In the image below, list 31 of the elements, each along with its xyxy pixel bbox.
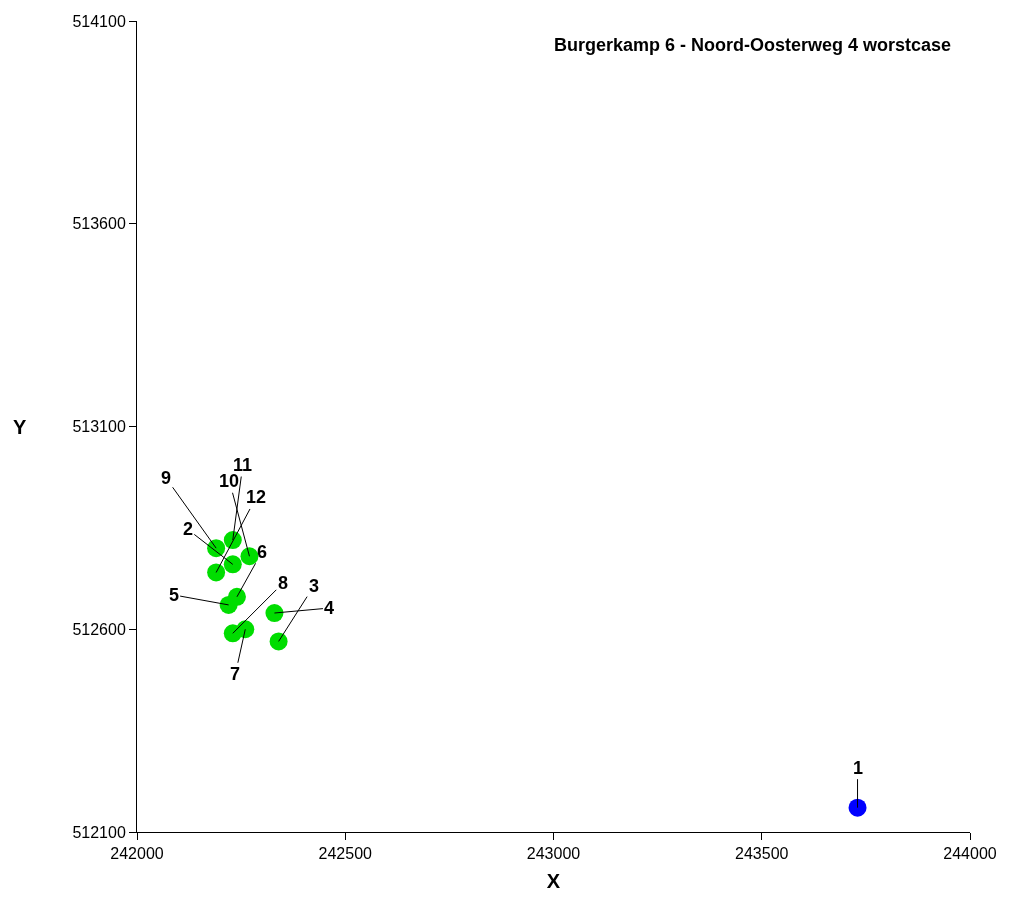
annotation: 7	[230, 664, 241, 684]
annotation: 2	[183, 519, 194, 539]
annotation: 12	[246, 487, 267, 507]
text: Burgerkamp 6 - Noord-Oosterweg 4 worstcase	[554, 35, 952, 55]
annotation: 8	[278, 573, 289, 593]
annotation: 4	[324, 598, 335, 618]
annotation: 3	[309, 576, 320, 596]
x-tick-label: 243000	[526, 845, 581, 863]
y-axis-title: Y	[13, 416, 27, 438]
y-tick-label: 514100	[72, 12, 126, 30]
y-tick-label: 513100	[72, 418, 126, 436]
y-tick-label: 513600	[72, 215, 126, 233]
point	[223, 555, 242, 574]
y-tick-label: 512600	[72, 620, 126, 638]
point	[223, 624, 242, 643]
y-tick-label: 512100	[72, 823, 126, 841]
x-tick-label: 242500	[318, 845, 373, 863]
point	[269, 632, 288, 651]
x-tick-label: 244000	[943, 845, 997, 863]
annotation: 9	[161, 468, 172, 488]
x-tick-label: 243500	[735, 845, 789, 863]
annotation: 1	[853, 758, 864, 778]
point	[848, 798, 867, 817]
annotation: 6	[257, 542, 268, 562]
x-axis-title: X	[546, 869, 561, 892]
x-tick-label: 242000	[110, 845, 164, 863]
point	[240, 547, 259, 566]
annotation: 5	[169, 585, 180, 605]
point	[265, 604, 284, 623]
point	[207, 563, 226, 582]
point	[227, 587, 246, 606]
